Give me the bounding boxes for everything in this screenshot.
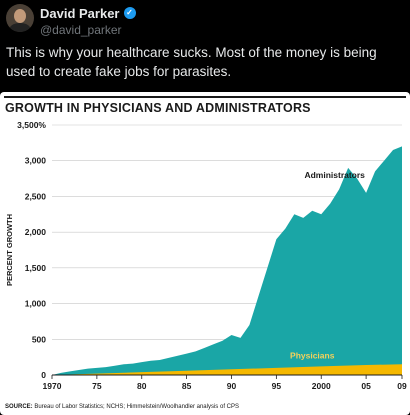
y-tick-label: 2,500 [25,191,47,201]
avatar[interactable] [6,4,34,32]
source-text: Bureau of Labor Statistics; NCHS; Himmel… [34,404,239,410]
tweet-header: David Parker ✓ @david_parker [6,4,404,37]
y-tick-label: 1,000 [25,299,47,309]
source-note: SOURCE: Bureau of Labor Statistics; NCHS… [5,404,239,410]
x-tick-label: 05 [361,381,371,391]
x-tick-label: 75 [92,381,102,391]
chart-title: GROWTH IN PHYSICIANS AND ADMINISTRATORS [5,101,311,115]
x-tick-label: 95 [272,381,282,391]
x-tick-label: 1970 [43,381,62,391]
x-tick-label: 2000 [312,381,331,391]
x-tick-label: 85 [182,381,192,391]
y-tick-label: 3,000 [25,156,47,166]
x-tick-label: 09 [397,381,407,391]
y-tick-label: 1,500 [25,263,47,273]
administrators-label: Administrators [304,170,365,180]
x-tick-label: 90 [227,381,237,391]
x-tick-label: 80 [137,381,147,391]
title-rule [4,96,406,98]
y-tick-label: 0 [41,370,46,380]
avatar-face [14,9,26,23]
physicians-area [52,364,402,375]
y-axis-label: PERCENT GROWTH [5,214,14,286]
user-handle[interactable]: @david_parker [40,23,122,37]
display-name[interactable]: David Parker [40,5,120,21]
author-block: David Parker ✓ @david_parker [40,6,136,37]
avatar-body [9,23,31,32]
name-row: David Parker ✓ [40,5,136,21]
y-tick-label: 3,500% [17,120,46,130]
y-tick-label: 500 [32,334,46,344]
physicians-label: Physicians [290,351,335,361]
administrators-area [52,146,402,375]
tweet-text: This is why your healthcare sucks. Most … [6,45,377,79]
y-tick-label: 2,000 [25,227,47,237]
chart-image[interactable]: GROWTH IN PHYSICIANS AND ADMINISTRATORS … [0,92,410,415]
source-label: SOURCE: [5,404,33,410]
verified-badge-icon: ✓ [123,7,136,19]
area-chart: 0 500 1,000 1,500 2,000 2,500 3,000 3,500% 1970 7… [5,120,407,391]
